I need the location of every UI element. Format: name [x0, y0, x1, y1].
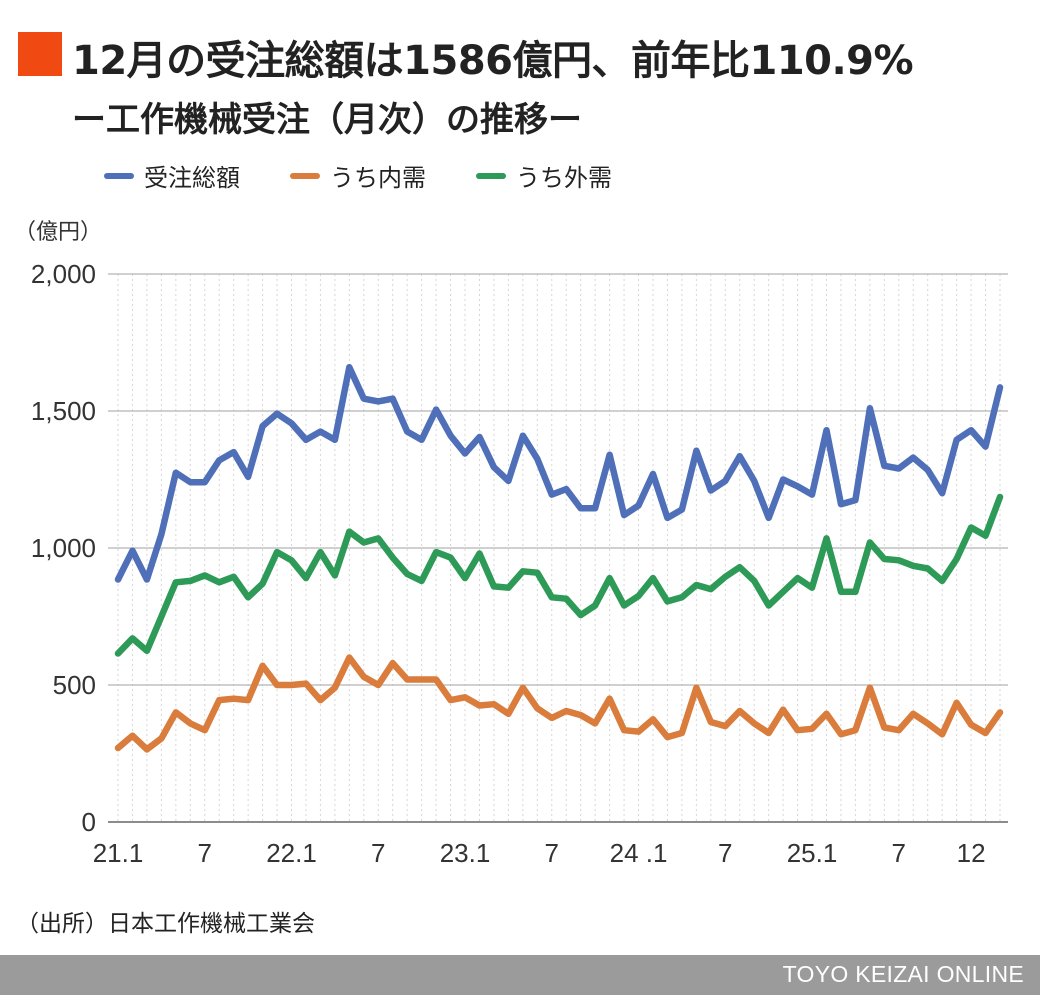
y-tick-label: 1,000 [31, 533, 96, 563]
x-tick-label: 24 .1 [610, 838, 668, 868]
x-tick-label: 7 [371, 838, 385, 868]
x-tick-label: 21.1 [93, 838, 144, 868]
line-chart: 0 500 1,000 1,500 2,000 21.1 7 22.1 7 23.1 7 24 .1 7… [31, 259, 1008, 868]
y-tick-label: 0 [82, 807, 96, 837]
legend-item-foreign: うち外需 [476, 158, 612, 193]
legend-item-total: 受注総額 [104, 158, 240, 193]
legend-swatch-domestic [290, 172, 320, 179]
y-tick-label: 1,500 [31, 396, 96, 426]
title-accent-square [18, 32, 62, 76]
x-tick-label: 23.1 [440, 838, 491, 868]
series-line-domestic [114, 654, 1004, 753]
legend-label-foreign: うち外需 [516, 164, 612, 192]
page-subtitle: ー工作機械受注（月次）の推移ー [72, 100, 582, 140]
x-tick-label: 25.1 [787, 838, 838, 868]
legend-swatch-foreign [476, 172, 506, 179]
legend-label-total: 受注総額 [144, 164, 240, 192]
y-axis-unit-label: （億円） [14, 220, 103, 245]
legend-label-domestic: うち内需 [330, 164, 426, 192]
x-tick-label: 7 [545, 838, 559, 868]
x-tick-label: 7 [718, 838, 732, 868]
legend-swatch-total [104, 172, 134, 179]
x-tick-label: 12 [957, 838, 986, 868]
legend-item-domestic: うち内需 [290, 158, 426, 193]
y-tick-label: 2,000 [31, 259, 96, 289]
series-line-total [114, 363, 1004, 583]
footer-brand: TOYO KEIZAI ONLINE [782, 961, 1024, 987]
series-line-foreign [114, 493, 1004, 657]
footer-bar: TOYO KEIZAI ONLINE [0, 955, 1040, 995]
x-tick-label: 7 [892, 838, 906, 868]
chart-legend: 受注総額 うち内需 うち外需 [104, 158, 612, 193]
x-tick-label: 22.1 [266, 838, 317, 868]
x-tick-label: 7 [198, 838, 212, 868]
y-tick-label: 500 [53, 670, 96, 700]
page-title: 12月の受注総額は1586億円、前年比110.9% [72, 38, 914, 84]
source-note: （出所）日本工作機械工業会 [16, 911, 315, 937]
